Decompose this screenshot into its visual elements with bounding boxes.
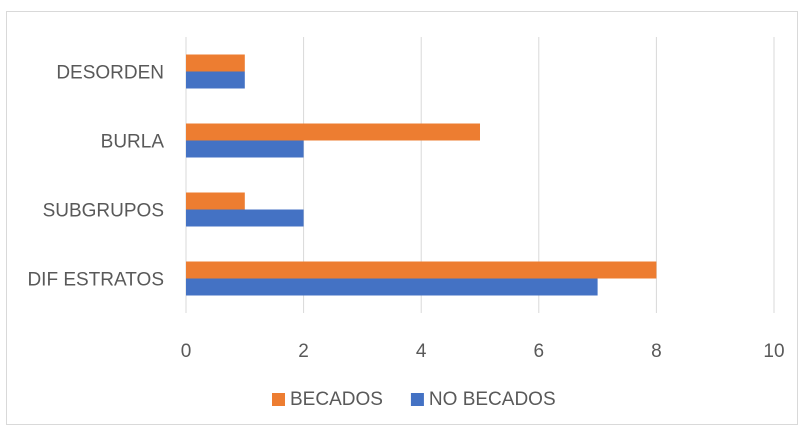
category-label-subgrupos: SUBGRUPOS: [43, 201, 164, 222]
x-tick-label-8: 8: [651, 341, 662, 362]
bar-dif-estratos-becados: [186, 261, 657, 279]
bar-burla-becados: [186, 123, 480, 141]
x-tick-label-0: 0: [181, 341, 192, 362]
bar-desorden-becados: [186, 54, 245, 72]
bars: [186, 54, 657, 296]
legend-swatch-no-becados: [410, 393, 424, 406]
bar-subgrupos-becados: [186, 192, 245, 210]
bar-dif-estratos-no-becados: [186, 278, 598, 296]
x-tick-label-2: 2: [298, 341, 309, 362]
x-tick-label-4: 4: [416, 341, 427, 362]
legend-label-becados: BECADOS: [290, 389, 383, 410]
x-tick-labels: 0 2 4 6 8 10: [181, 341, 785, 362]
category-label-burla: BURLA: [101, 132, 165, 153]
bar-desorden-no-becados: [186, 71, 245, 89]
x-tick-label-10: 10: [763, 341, 784, 362]
x-tick-label-6: 6: [534, 341, 545, 362]
category-labels: DESORDEN BURLA SUBGRUPOS DIF ESTRATOS: [27, 63, 164, 291]
category-label-desorden: DESORDEN: [56, 63, 164, 84]
legend-label-no-becados: NO BECADOS: [429, 389, 556, 410]
chart-area: [6, 11, 798, 425]
category-label-dif-estratos: DIF ESTRATOS: [27, 270, 164, 291]
legend-swatch-becados: [272, 393, 285, 406]
bar-burla-no-becados: [186, 140, 304, 158]
legend: BECADOS NO BECADOS: [272, 389, 556, 410]
bar-subgrupos-no-becados: [186, 209, 304, 227]
